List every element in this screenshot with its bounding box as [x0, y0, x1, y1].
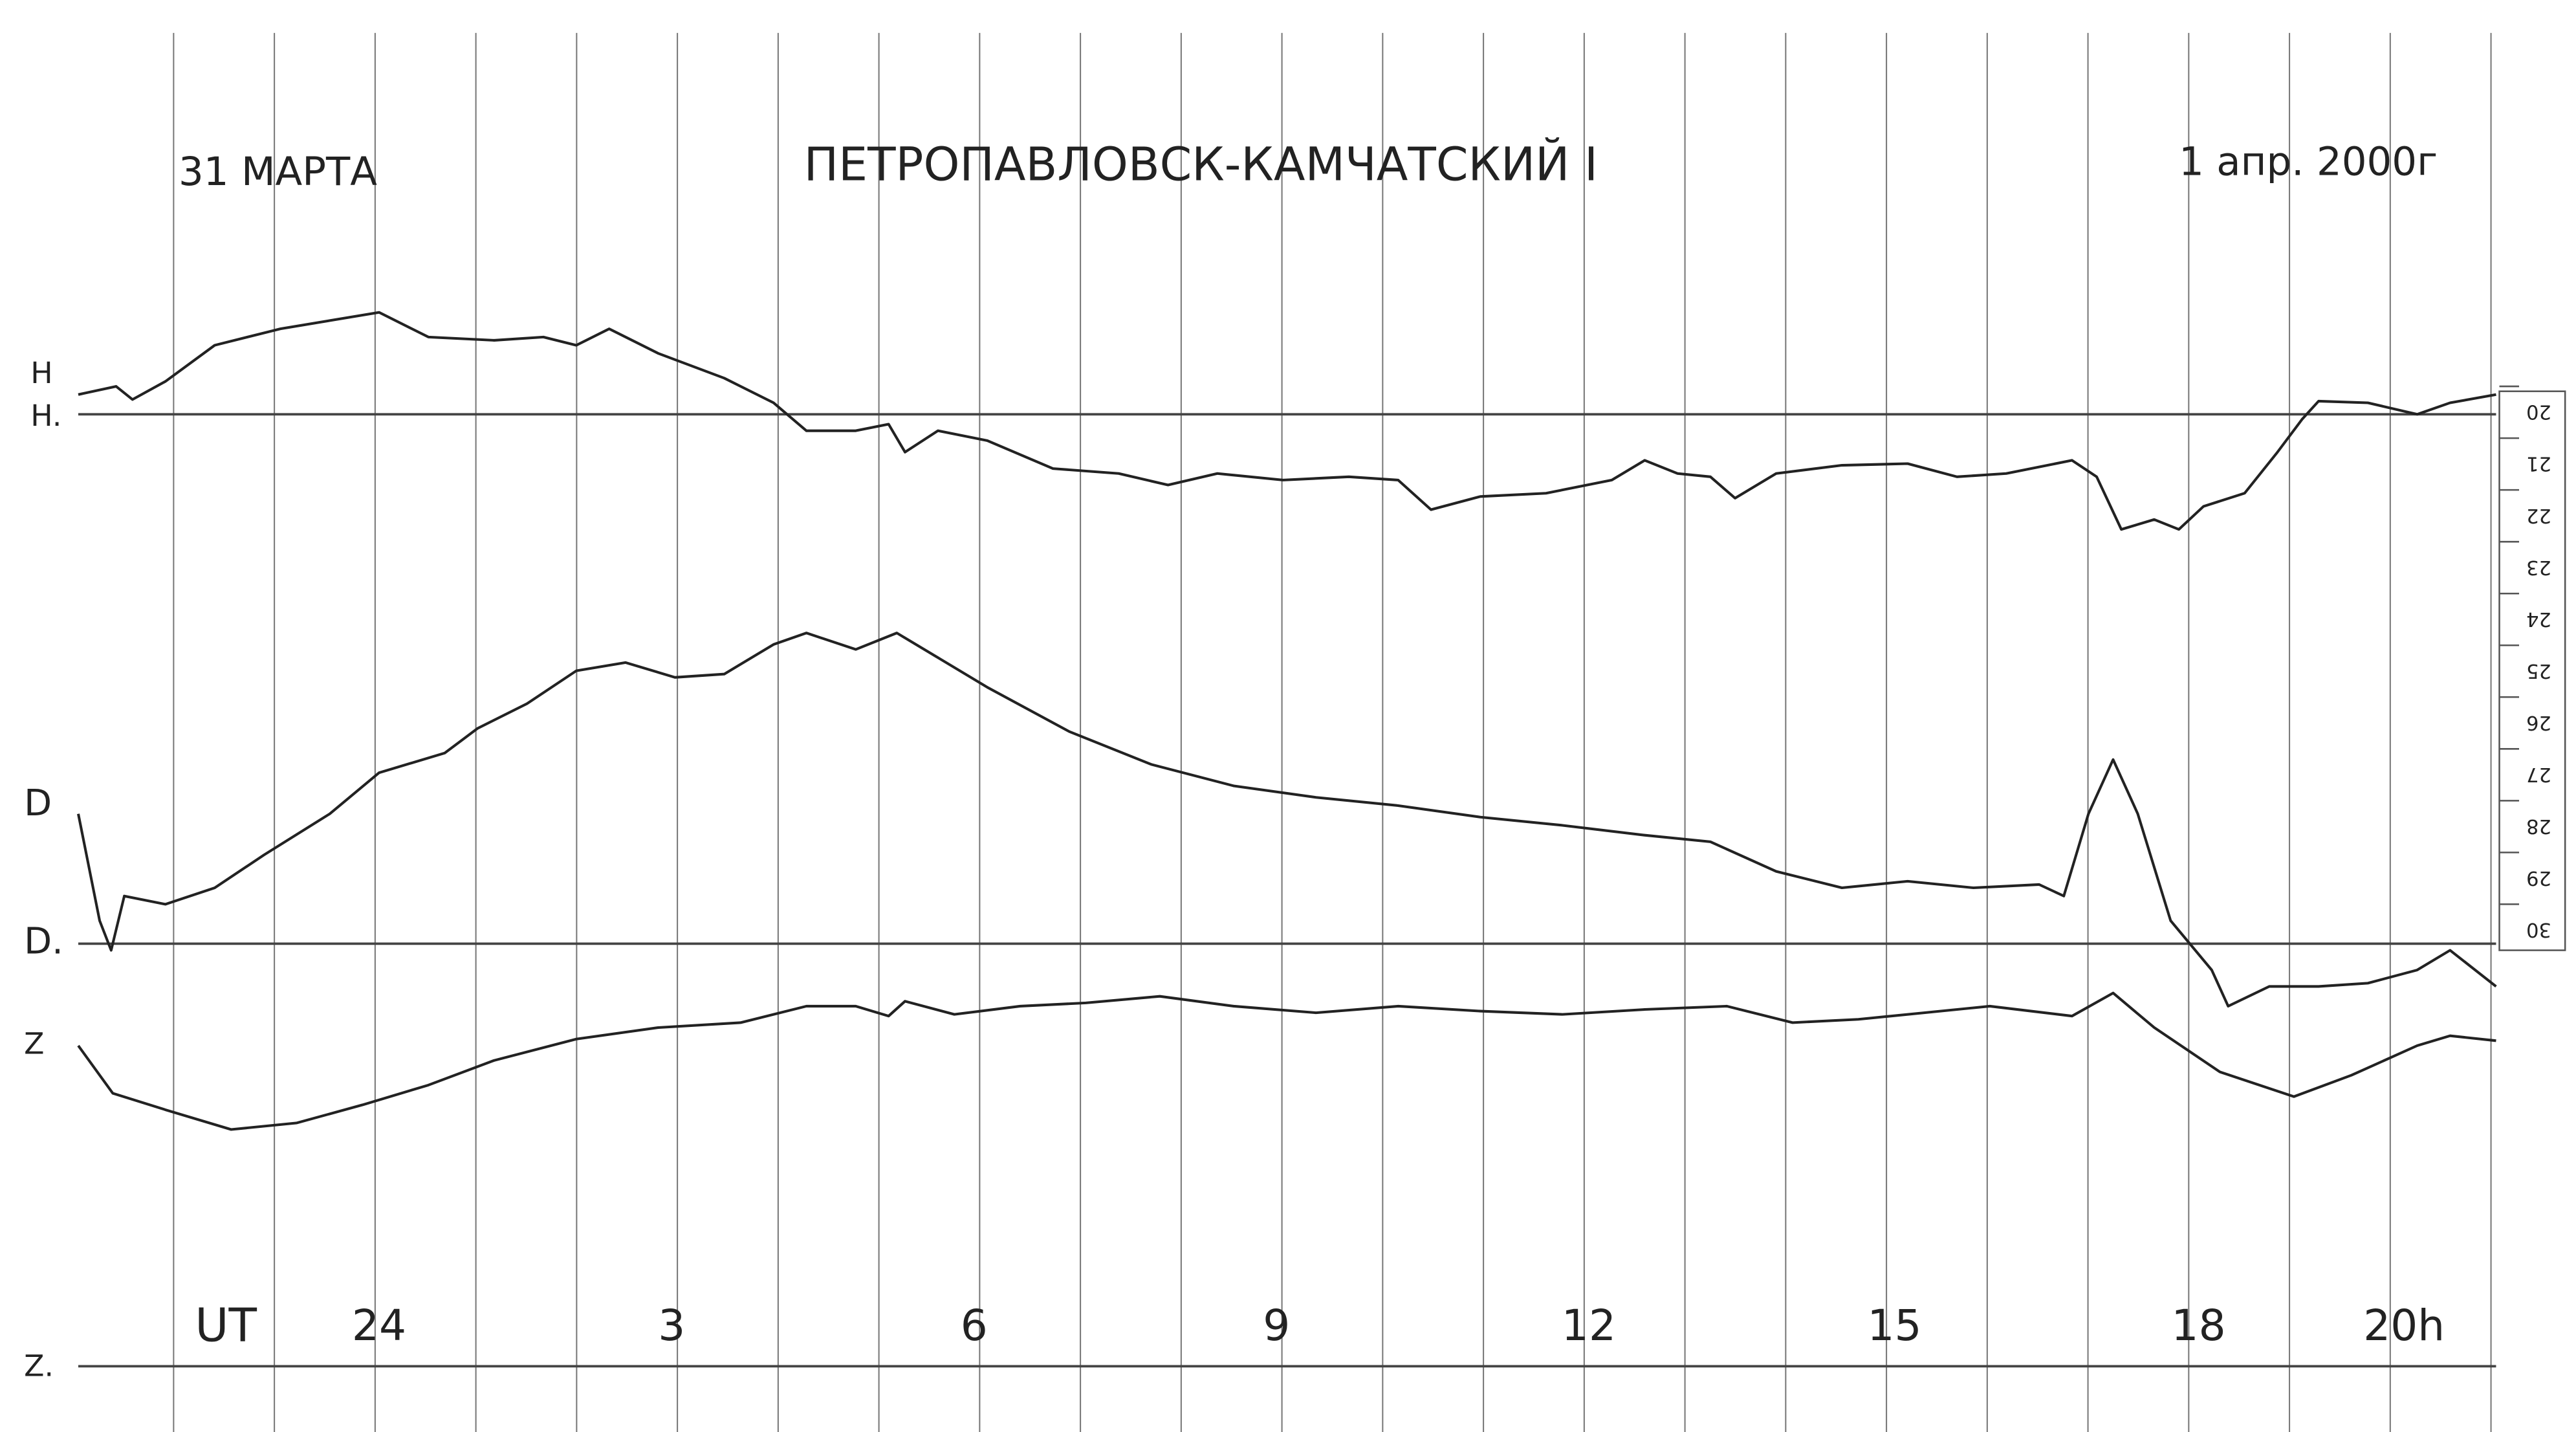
grid: [173, 32, 2492, 1432]
scale-label: 27: [2526, 763, 2551, 786]
time-label: 9: [1263, 1301, 1290, 1350]
date-right: 1 апр. 2000г: [2179, 139, 2438, 185]
scale-bar: [2498, 390, 2566, 951]
scale-label: 28: [2526, 815, 2551, 837]
station: ПЕТРОПАВЛОВСК-КАМЧАТСКИЙ I: [804, 137, 1598, 192]
scale-label: 23: [2526, 556, 2551, 578]
time-label: 18: [2172, 1301, 2226, 1350]
time-prefix: UT: [195, 1298, 257, 1352]
time-label: 3: [658, 1301, 685, 1350]
scale-label: 20: [2526, 401, 2551, 423]
scale: 20 21 22 23 24 25 26 27 28 29 30: [2499, 385, 2551, 941]
channel-label: H: [30, 356, 52, 390]
time-label: 15: [1868, 1301, 1922, 1350]
scale-label: 25: [2526, 659, 2551, 682]
baseline-label: H.: [30, 399, 61, 433]
time-label: 6: [961, 1301, 988, 1350]
channel-label: D: [24, 782, 52, 824]
h-trace: [78, 311, 2496, 531]
d-trace: [77, 632, 2497, 1008]
channel-label: Z: [24, 1026, 44, 1061]
date-left: 31 МАРТА: [179, 149, 377, 195]
time-axis: 24 3 6 9 12 15 18 20h: [352, 1301, 2445, 1350]
scale-label: 30: [2526, 918, 2551, 941]
scale-label: 29: [2526, 866, 2551, 889]
z-trace: [77, 991, 2496, 1131]
scale-label: 26: [2526, 711, 2551, 734]
baseline-label: Z.: [24, 1349, 54, 1383]
baseline-label: D.: [24, 921, 63, 963]
time-label: 24: [352, 1301, 406, 1350]
time-label: 12: [1562, 1301, 1616, 1350]
scale-label: 21: [2526, 452, 2551, 475]
time-label: 20h: [2363, 1301, 2445, 1350]
scale-label: 24: [2526, 608, 2551, 630]
scale-label: 22: [2526, 504, 2551, 527]
